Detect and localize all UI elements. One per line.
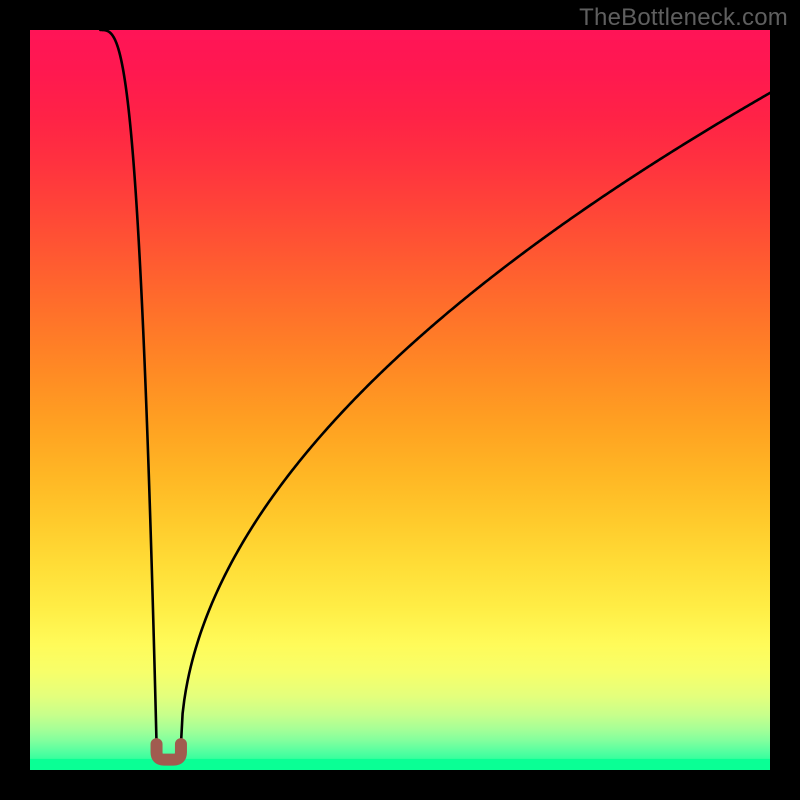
green-base-band — [30, 759, 770, 770]
bottleneck-chart — [0, 0, 800, 800]
plot-background-gradient — [30, 30, 770, 770]
chart-stage: TheBottleneck.com — [0, 0, 800, 800]
